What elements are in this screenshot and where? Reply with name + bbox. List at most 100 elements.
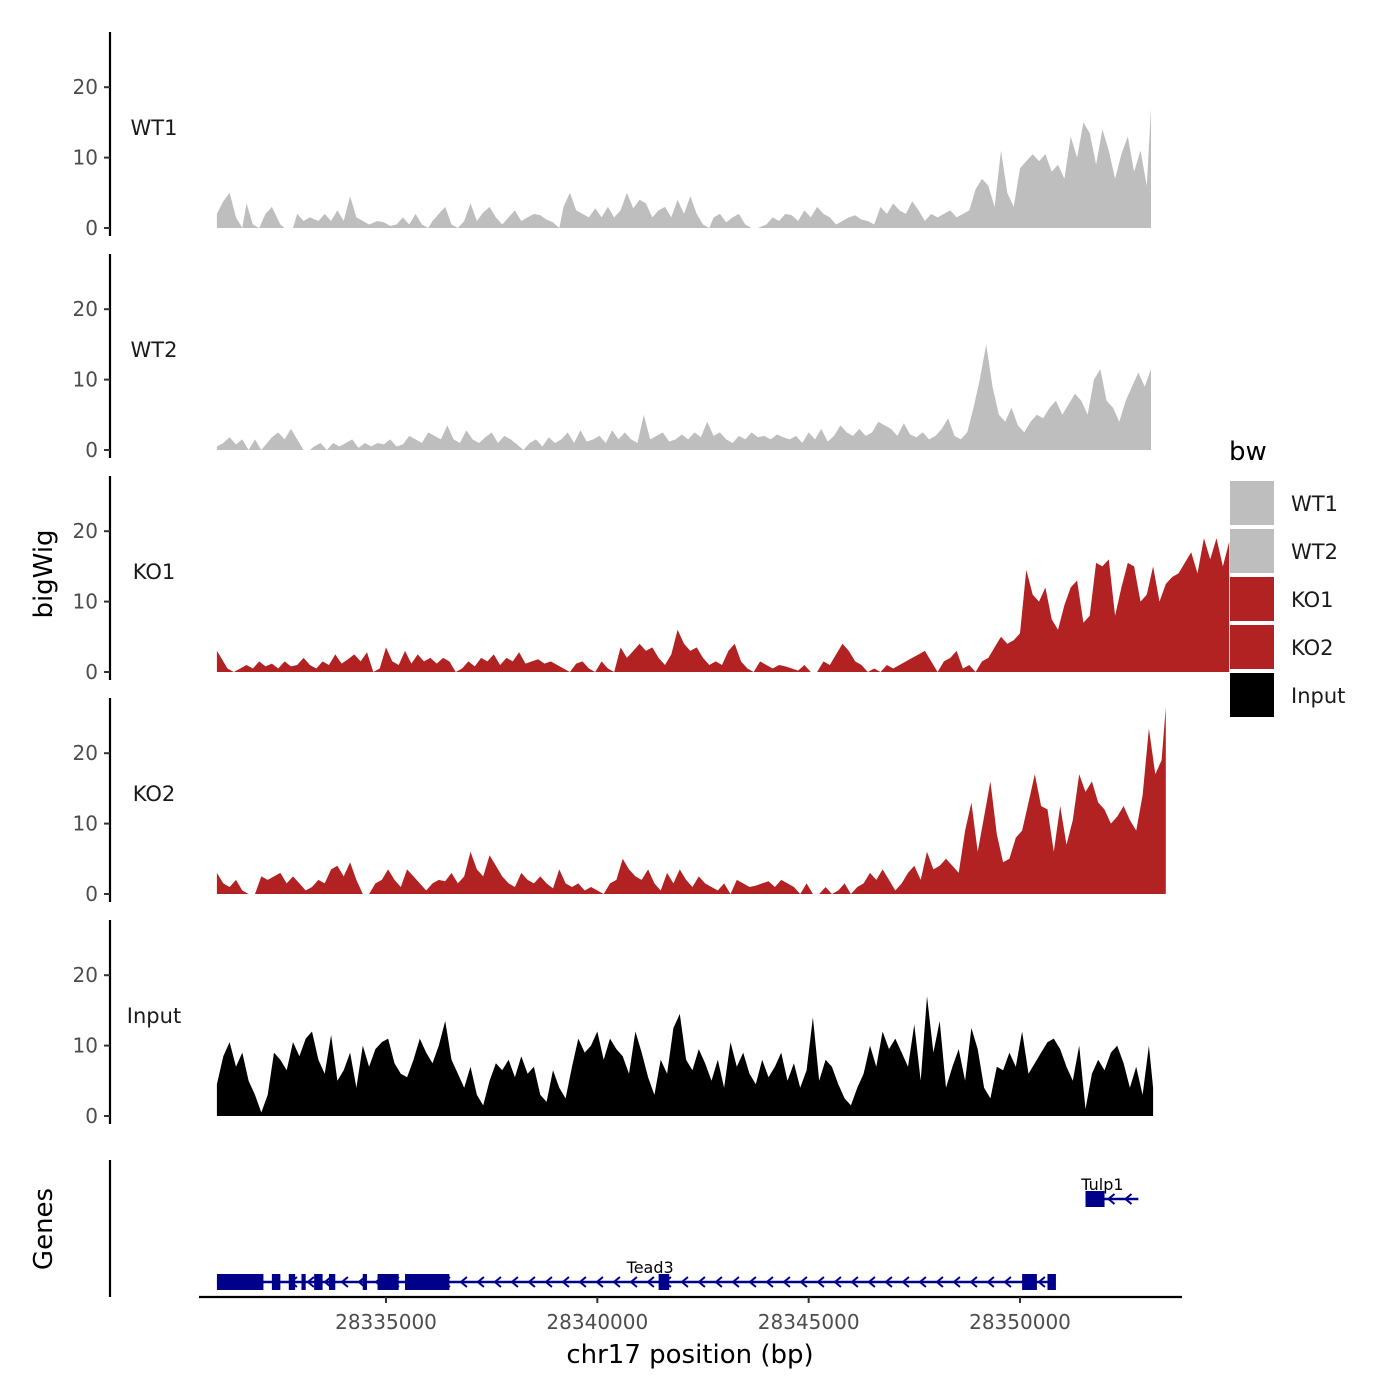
track-wt2: 0 10 20 WT2: [73, 254, 1151, 462]
y-tick-label: 20: [73, 297, 98, 321]
exon: [301, 1274, 306, 1290]
exon: [328, 1274, 336, 1290]
exon: [288, 1274, 296, 1290]
legend-swatch: [1230, 577, 1274, 621]
strand-arrow: [1003, 1276, 1012, 1288]
strand-arrow: [476, 1276, 485, 1288]
strand-arrow: [969, 1276, 978, 1288]
legend-label: Input: [1291, 684, 1345, 708]
track-ko1: 0 10 20 KO1: [73, 476, 1230, 684]
gene-label-tulp1: Tulp1: [1080, 1175, 1123, 1194]
legend-label: KO2: [1291, 636, 1334, 660]
strand-arrow: [867, 1276, 876, 1288]
strand-arrow: [544, 1276, 553, 1288]
y-tick-label: 10: [73, 368, 98, 392]
track-label-ko1: KO1: [133, 560, 176, 584]
legend-item-input: Input: [1230, 673, 1345, 717]
y-tick-label: 0: [85, 438, 98, 462]
y-tick-label: 10: [73, 812, 98, 836]
strand-arrow: [612, 1276, 621, 1288]
strand-arrow: [561, 1276, 570, 1288]
legend: bw WT1 WT2 KO1 KO2 Input: [1229, 437, 1345, 717]
legend-swatch: [1230, 481, 1274, 525]
strand-arrow: [510, 1276, 519, 1288]
gene-tulp1: Tulp1: [1080, 1175, 1139, 1207]
legend-label: WT2: [1291, 540, 1338, 564]
legend-item-ko2: KO2: [1230, 625, 1334, 669]
strand-arrow: [1037, 1276, 1046, 1288]
strand-arrow: [1123, 1193, 1133, 1205]
y-tick-label: 20: [73, 741, 98, 765]
strand-arrow: [799, 1276, 808, 1288]
exon: [1047, 1274, 1056, 1290]
strand-arrow: [697, 1276, 706, 1288]
axes: bigWig 28335000 28340000 28345000 28350000 ch…: [29, 529, 1182, 1370]
strand-arrow: [323, 1276, 332, 1288]
strand-arrow: [918, 1276, 927, 1288]
exon: [1022, 1274, 1037, 1290]
strand-arrow: [459, 1276, 468, 1288]
x-tick-label: 28350000: [969, 1310, 1071, 1334]
area-wt2: [216, 344, 1151, 450]
exon: [271, 1274, 281, 1290]
y-tick-label: 20: [73, 75, 98, 99]
y-tick-label: 0: [85, 882, 98, 906]
gene-tead3: Tead3: [216, 1258, 1056, 1290]
y-tick-label: 20: [73, 963, 98, 987]
track-label-wt2: WT2: [131, 338, 178, 362]
strand-arrow: [782, 1276, 791, 1288]
x-tick-label: 28345000: [758, 1310, 860, 1334]
y-tick-label: 0: [85, 660, 98, 684]
gene-track: Genes Tead3 Tulp1: [29, 1160, 1139, 1297]
strand-arrow: [306, 1276, 315, 1288]
strand-arrow: [748, 1276, 757, 1288]
y-tick-label: 10: [73, 1034, 98, 1058]
track-input: 0 10 20 Input: [73, 920, 1154, 1128]
strand-arrow: [952, 1276, 961, 1288]
track-label-input: Input: [127, 1004, 181, 1028]
y-tick-label: 10: [73, 590, 98, 614]
exon: [377, 1274, 399, 1290]
exon: [1085, 1191, 1105, 1207]
strand-arrow: [816, 1276, 825, 1288]
area-wt1: [216, 108, 1151, 228]
strand-arrow: [850, 1276, 859, 1288]
y-tick-label: 0: [85, 1104, 98, 1128]
exon: [405, 1274, 450, 1290]
strand-arrow: [901, 1276, 910, 1288]
legend-title: bw: [1229, 437, 1267, 467]
strand-arrow: [527, 1276, 536, 1288]
legend-swatch: [1230, 529, 1274, 573]
legend-item-ko1: KO1: [1230, 577, 1334, 621]
x-axis-title: chr17 position (bp): [566, 1340, 813, 1370]
strand-arrow: [629, 1276, 638, 1288]
exon: [658, 1274, 670, 1290]
track-wt1: 0 10 20 WT1: [73, 32, 1151, 240]
strand-arrow: [884, 1276, 893, 1288]
strand-arrow: [680, 1276, 689, 1288]
strand-arrow: [340, 1276, 349, 1288]
gene-axis-title: Genes: [29, 1188, 59, 1270]
legend-swatch: [1230, 625, 1274, 669]
strand-arrow: [714, 1276, 723, 1288]
track-ko2: 0 10 20 KO2: [73, 698, 1166, 906]
signal-tracks: 0 10 20 WT1 0 10 20 WT2 0 10 20 KO1 0 10 20 KO2 0 10 20 Inp…: [73, 32, 1230, 1128]
strand-arrow: [646, 1276, 655, 1288]
track-label-wt1: WT1: [131, 116, 178, 140]
strand-arrow: [493, 1276, 502, 1288]
y-axis-title: bigWig: [29, 529, 59, 618]
exon: [216, 1274, 264, 1290]
x-tick-label: 28340000: [546, 1310, 648, 1334]
strand-arrow: [578, 1276, 587, 1288]
area-ko2: [216, 707, 1166, 894]
x-tick-label: 28335000: [335, 1310, 437, 1334]
area-ko1: [216, 538, 1230, 672]
exon: [362, 1274, 367, 1290]
track-label-ko2: KO2: [133, 782, 176, 806]
legend-item-wt1: WT1: [1230, 481, 1338, 525]
strand-arrow: [833, 1276, 842, 1288]
strand-arrow: [1106, 1193, 1116, 1205]
strand-arrow: [595, 1276, 604, 1288]
y-tick-label: 10: [73, 146, 98, 170]
